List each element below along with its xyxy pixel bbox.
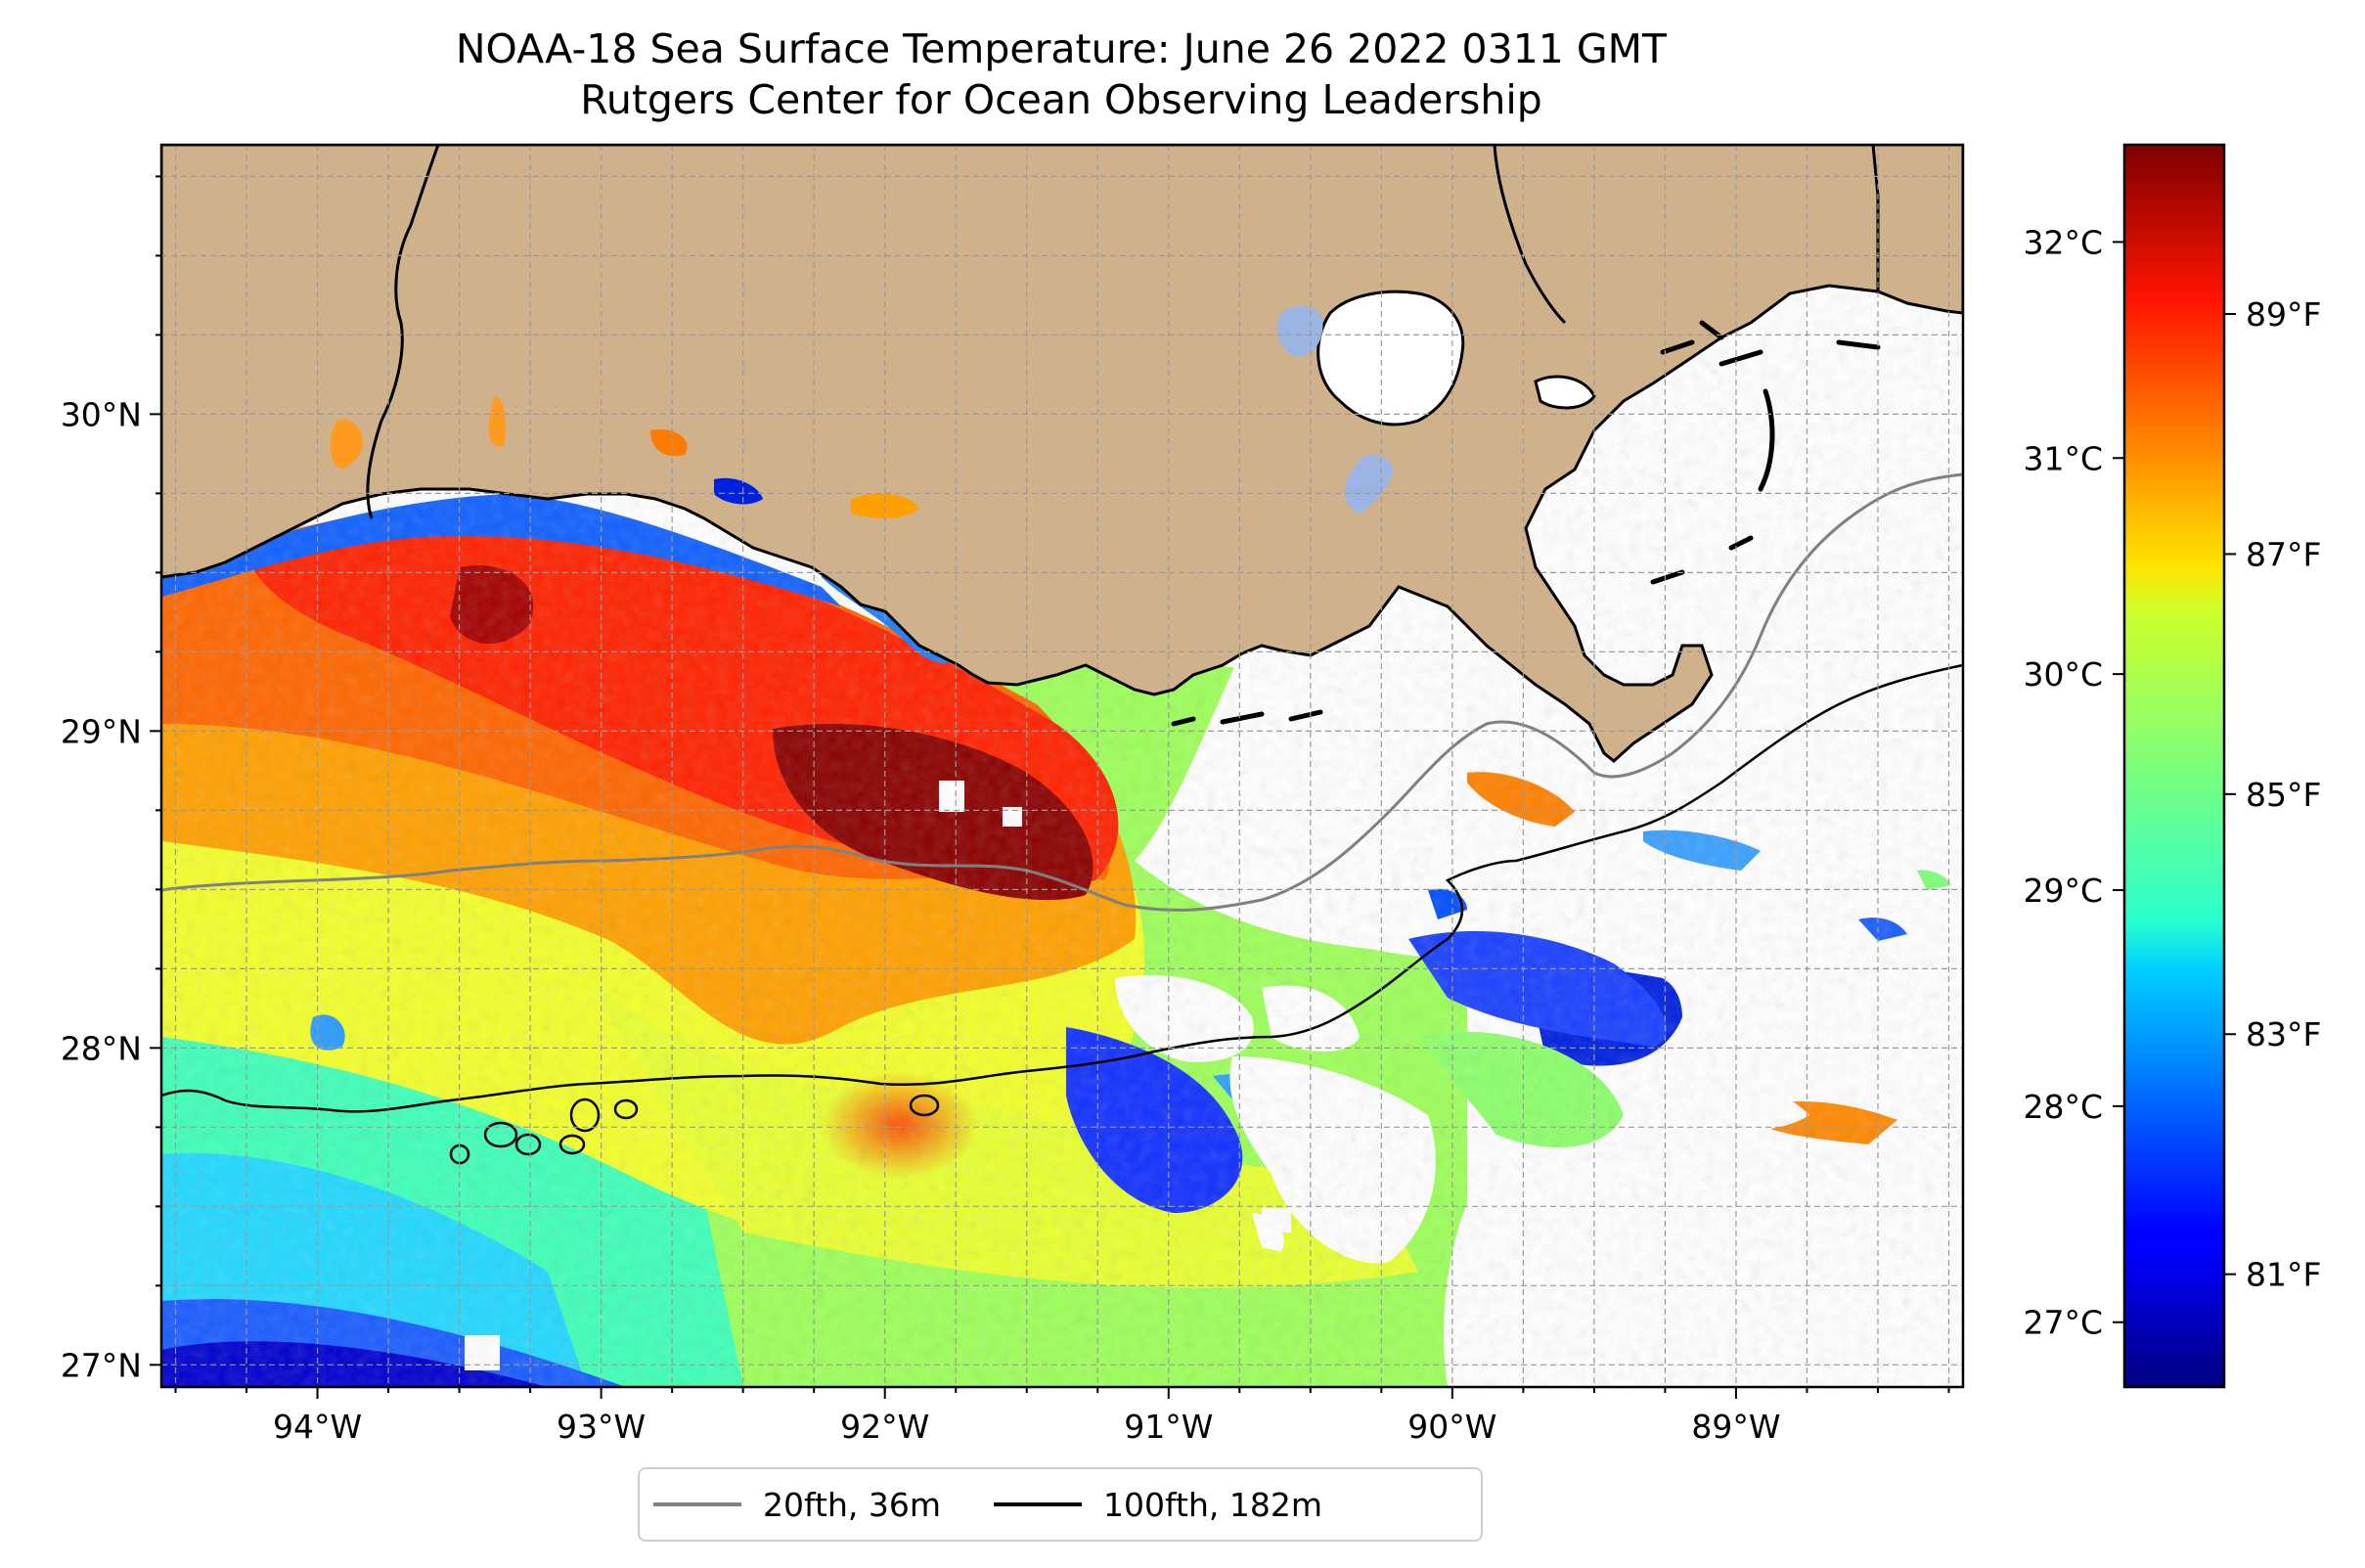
x-tick-label: 93°W [557, 1408, 646, 1446]
map-frame [159, 143, 1965, 1389]
map-subtitle: Rutgers Center for Ocean Observing Leade… [580, 76, 1542, 123]
isobath-legend: 20fth, 36m 100fth, 182m [638, 1467, 1483, 1542]
legend-label-20fth: 20fth, 36m [763, 1485, 941, 1524]
map-plot-area [161, 145, 1963, 1387]
legend-label-100fth: 100fth, 182m [1103, 1485, 1322, 1524]
x-tick-label: 94°W [273, 1408, 362, 1446]
colorbar-celsius-label: 28°C [2023, 1088, 2103, 1126]
isobath-100fth [161, 663, 1963, 1113]
legend-item-100fth: 100fth, 182m [994, 1486, 1322, 1524]
colorbar-celsius-label: 30°C [2023, 655, 2103, 694]
colorbar-celsius-label: 31°C [2023, 439, 2103, 477]
colorbar: 27°C 28°C 29°C 30°C 31°C 32°C 81°F 83°F 85°F 87°… [2023, 143, 2321, 1389]
colorbar-fahrenheit-label: 89°F [2246, 295, 2321, 334]
colorbar-celsius-axis: 27°C 28°C 29°C 30°C 31°C 32°C [2023, 223, 2124, 1342]
colorbar-fahrenheit-label: 85°F [2246, 776, 2321, 814]
colorbar-fahrenheit-axis: 81°F 83°F 85°F 87°F 89°F [2224, 295, 2321, 1294]
x-tick-label: 90°W [1407, 1408, 1496, 1446]
colorbar-celsius-label: 29°C [2023, 872, 2103, 910]
colorbar-fahrenheit-label: 81°F [2246, 1256, 2321, 1294]
x-tick-label: 89°W [1691, 1408, 1780, 1446]
map-title: NOAA-18 Sea Surface Temperature: June 26… [455, 25, 1668, 72]
y-tick-label: 30°N [61, 395, 142, 433]
land-mass [161, 145, 1963, 763]
colorbar-fahrenheit-label: 83°F [2246, 1015, 2321, 1053]
y-tick-label: 29°N [61, 712, 142, 750]
y-tick-label: 27°N [61, 1346, 142, 1384]
colorbar-celsius-label: 32°C [2023, 223, 2103, 261]
colorbar-fahrenheit-label: 87°F [2246, 535, 2321, 573]
isobath-100fth-loops [449, 1094, 940, 1165]
colorbar-gradient [2122, 143, 2226, 1389]
y-tick-label: 28°N [61, 1029, 142, 1067]
x-tick-label: 92°W [840, 1408, 929, 1446]
legend-swatch-20fth [653, 1502, 741, 1506]
map-grid [161, 145, 1963, 1387]
y-axis: 27°N 28°N 29°N 30°N [61, 175, 161, 1384]
isobath-20fth [161, 472, 1963, 912]
legend-swatch-100fth [994, 1502, 1082, 1506]
legend-item-20fth: 20fth, 36m [653, 1486, 941, 1524]
x-axis: 94°W 93°W 92°W 91°W 90°W 89°W [174, 1387, 1950, 1446]
x-tick-label: 91°W [1124, 1408, 1213, 1446]
colorbar-celsius-label: 27°C [2023, 1304, 2103, 1342]
